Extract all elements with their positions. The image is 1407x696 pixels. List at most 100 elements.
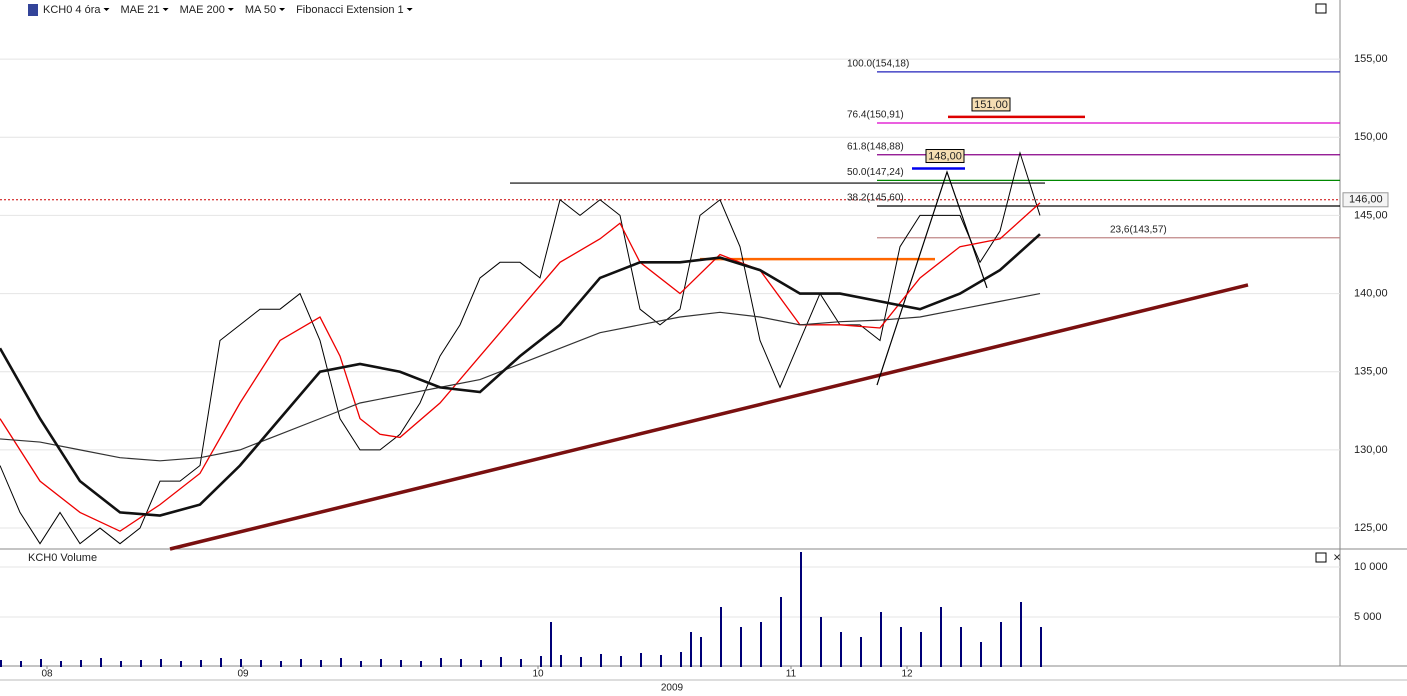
volume-bar: [80, 660, 82, 667]
price-box-label: 151,00: [974, 99, 1008, 111]
volume-bar: [820, 617, 822, 667]
volume-bar: [700, 637, 702, 667]
volume-bar: [1000, 622, 1002, 667]
dropdown-arrow: [279, 8, 286, 11]
price-line: [0, 292, 1041, 462]
volume-bar: [690, 632, 692, 667]
volume-bar: [360, 661, 362, 667]
volume-bar: [940, 607, 942, 667]
volume-bar: [60, 661, 62, 667]
trend-line: [876, 170, 988, 386]
fib-label: 38.2(145,60): [847, 193, 904, 204]
panel-title: KCH0 Volume: [28, 552, 97, 564]
y-tick-label: 135,00: [1354, 366, 1388, 378]
indicator-header: KCH0 4 óra MAE 21 MAE 200 MA 50 Fibonacci Ex…: [43, 4, 413, 16]
volume-bar: [20, 661, 22, 667]
volume-bar: [420, 661, 422, 667]
volume-bar: [720, 607, 722, 667]
volume-bar: [550, 622, 552, 667]
y-tick-label: 150,00: [1354, 131, 1388, 143]
volume-bar: [600, 654, 602, 667]
volume-bar: [180, 661, 182, 667]
volume-bar: [400, 660, 402, 667]
dropdown-arrow: [227, 8, 234, 11]
price-box: [971, 97, 1011, 112]
volume-bar: [900, 627, 902, 667]
volume-bar: [640, 653, 642, 667]
dropdown-arrow: [406, 8, 413, 11]
fib-label: 50.0(147,24): [847, 167, 904, 178]
volume-bar: [580, 657, 582, 667]
volume-bar: [880, 612, 882, 667]
volume-bar: [440, 658, 442, 667]
fib-label: 61.8(148,88): [847, 141, 904, 152]
y-tick-label: 140,00: [1354, 287, 1388, 299]
trend-line: [169, 283, 1249, 551]
volume-bar: [380, 659, 382, 667]
last-price-box: [1342, 192, 1389, 208]
y-tick-label: 125,00: [1354, 522, 1388, 534]
fib-label: 23,6(143,57): [1110, 224, 1167, 235]
close-icon[interactable]: ×: [1333, 549, 1341, 564]
price-line: [0, 151, 1041, 545]
volume-bar: [340, 658, 342, 667]
volume-bar: [540, 656, 542, 667]
volume-bar: [240, 659, 242, 667]
price-line: [0, 233, 1041, 517]
price-box-label: 148,00: [928, 150, 962, 162]
volume-bar: [460, 659, 462, 667]
volume-bar: [980, 642, 982, 667]
volume-bar: [160, 659, 162, 667]
y-tick-label: 155,00: [1354, 53, 1388, 65]
volume-bar: [0, 660, 2, 667]
volume-bar: [120, 661, 122, 667]
volume-bar: [560, 655, 562, 667]
maximize-icon[interactable]: [1315, 552, 1327, 563]
volume-bar: [780, 597, 782, 667]
volume-bar: [920, 632, 922, 667]
volume-bar: [660, 655, 662, 667]
volume-bar: [620, 656, 622, 667]
volume-bar: [320, 660, 322, 667]
last-price-label: 146,00: [1349, 194, 1383, 206]
legend-entry[interactable]: MAE 21: [120, 4, 159, 16]
x-tick-label: 12: [901, 669, 913, 680]
symbol-icon: [28, 4, 38, 16]
legend-entry[interactable]: MA 50: [245, 4, 276, 16]
y-tick-label: 145,00: [1354, 209, 1388, 221]
fib-label: 100.0(154,18): [847, 59, 909, 70]
legend-entry[interactable]: MAE 200: [180, 4, 225, 16]
volume-bar: [500, 657, 502, 667]
volume-bar: [100, 658, 102, 667]
fib-label: 76.4(150,91): [847, 110, 904, 121]
x-axis-label: 2009: [661, 683, 684, 694]
maximize-icon[interactable]: [1315, 3, 1327, 14]
volume-bar: [1020, 602, 1022, 667]
y-tick-label: 10 000: [1354, 561, 1388, 573]
volume-bar: [800, 552, 802, 667]
volume-bar: [40, 659, 42, 667]
volume-bar: [480, 660, 482, 667]
volume-bar: [300, 659, 302, 667]
volume-bar: [200, 660, 202, 667]
x-tick-label: 09: [237, 669, 249, 680]
x-tick-label: 11: [786, 669, 797, 680]
volume-bar: [260, 660, 262, 667]
x-tick-label: 08: [41, 669, 53, 680]
volume-bar: [140, 660, 142, 667]
price-line: [0, 202, 1041, 532]
volume-bar: [520, 659, 522, 667]
volume-bar: [760, 622, 762, 667]
legend-entry[interactable]: KCH0 4 óra: [43, 4, 101, 16]
price-box: [925, 149, 965, 164]
x-tick-label: 10: [532, 669, 544, 680]
dropdown-arrow: [162, 8, 169, 11]
volume-bar: [840, 632, 842, 667]
volume-bar: [680, 652, 682, 667]
volume-bar: [960, 627, 962, 667]
dropdown-arrow: [103, 8, 110, 11]
volume-bar: [1040, 627, 1042, 667]
legend-entry[interactable]: Fibonacci Extension 1: [296, 4, 404, 16]
